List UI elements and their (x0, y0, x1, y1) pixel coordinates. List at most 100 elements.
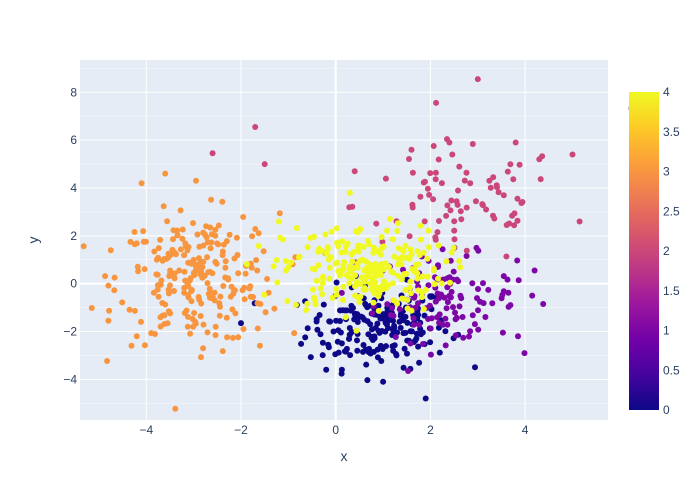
data-point (293, 301, 299, 308)
data-point (105, 317, 112, 324)
data-point (427, 351, 434, 358)
data-point (372, 261, 379, 267)
data-point (371, 265, 378, 272)
data-point (430, 196, 437, 203)
data-point (208, 239, 215, 246)
data-point (215, 241, 222, 248)
data-point (450, 268, 457, 275)
data-point (326, 275, 333, 282)
data-point (461, 177, 468, 184)
data-point (407, 340, 414, 347)
data-point (219, 248, 226, 255)
data-point (248, 264, 255, 271)
colorbar-tick-label: 3.5 (663, 125, 680, 139)
data-point (442, 315, 449, 322)
data-point (148, 330, 155, 337)
data-point (229, 334, 236, 341)
data-point (190, 220, 196, 227)
data-point (482, 314, 489, 320)
data-point (451, 227, 458, 234)
data-point (447, 207, 454, 214)
data-point (225, 275, 231, 282)
data-point (451, 236, 458, 243)
data-point (474, 76, 481, 83)
data-point (426, 244, 432, 251)
data-point (319, 339, 326, 346)
data-point (400, 295, 407, 302)
colorbar-tick-label: 0.5 (663, 363, 680, 377)
data-point (443, 212, 450, 219)
data-point (402, 313, 409, 320)
data-point (420, 306, 427, 312)
data-point (235, 270, 242, 277)
data-point (247, 283, 254, 290)
data-point (397, 324, 404, 331)
data-point (157, 236, 164, 243)
data-point (106, 307, 113, 314)
data-point (364, 264, 370, 271)
data-point (475, 247, 482, 254)
data-point (490, 212, 496, 219)
data-point (389, 305, 395, 311)
data-point (490, 174, 497, 181)
data-point (327, 318, 334, 325)
data-point (187, 330, 194, 337)
data-point (443, 258, 450, 265)
data-point (415, 300, 421, 307)
data-point (313, 277, 320, 284)
data-point (212, 232, 219, 239)
data-point (373, 220, 380, 227)
data-point (385, 282, 392, 289)
data-point (126, 306, 133, 313)
data-point (131, 229, 138, 235)
data-point (205, 269, 212, 276)
data-point (404, 319, 411, 326)
data-point (362, 300, 369, 307)
data-point (111, 287, 118, 294)
data-point (531, 267, 538, 274)
data-point (435, 275, 441, 282)
data-point (450, 304, 456, 311)
data-point (366, 345, 373, 352)
data-point (505, 289, 512, 296)
colorbar-tick-label: 1.5 (663, 284, 680, 298)
colorbar-tick-labels: 0 0.5 1 1.5 2 2.5 3 3.5 4 (663, 85, 680, 417)
data-point (325, 344, 332, 351)
data-point (223, 314, 230, 321)
data-point (369, 310, 376, 317)
data-point (459, 314, 466, 320)
data-point (406, 156, 412, 162)
data-point (170, 236, 176, 243)
data-point (240, 326, 247, 332)
data-point (431, 281, 438, 288)
data-point (167, 282, 173, 289)
data-point (353, 327, 360, 334)
data-point (185, 244, 192, 250)
data-point (138, 180, 145, 187)
data-point (433, 99, 440, 106)
data-point (386, 263, 392, 270)
data-point (515, 333, 521, 340)
data-point (249, 233, 256, 240)
data-point (425, 227, 432, 234)
data-point (463, 253, 470, 259)
data-point (436, 349, 443, 356)
y-axis-title: y (25, 237, 41, 244)
data-point (333, 225, 340, 232)
data-point (432, 176, 439, 183)
data-point (161, 256, 168, 262)
data-point (330, 328, 337, 335)
data-point (231, 255, 238, 262)
data-point (313, 316, 320, 323)
data-point (80, 243, 87, 250)
data-point (335, 349, 342, 356)
data-point (273, 257, 280, 264)
y-tick-label: 6 (70, 133, 77, 147)
data-point (456, 163, 463, 170)
data-point (318, 248, 325, 254)
x-tick-label: 2 (427, 423, 434, 437)
data-point (391, 324, 398, 331)
colorbar-tick-label: 3 (663, 165, 670, 179)
y-tick-label: 8 (70, 85, 77, 99)
data-point (364, 269, 371, 276)
